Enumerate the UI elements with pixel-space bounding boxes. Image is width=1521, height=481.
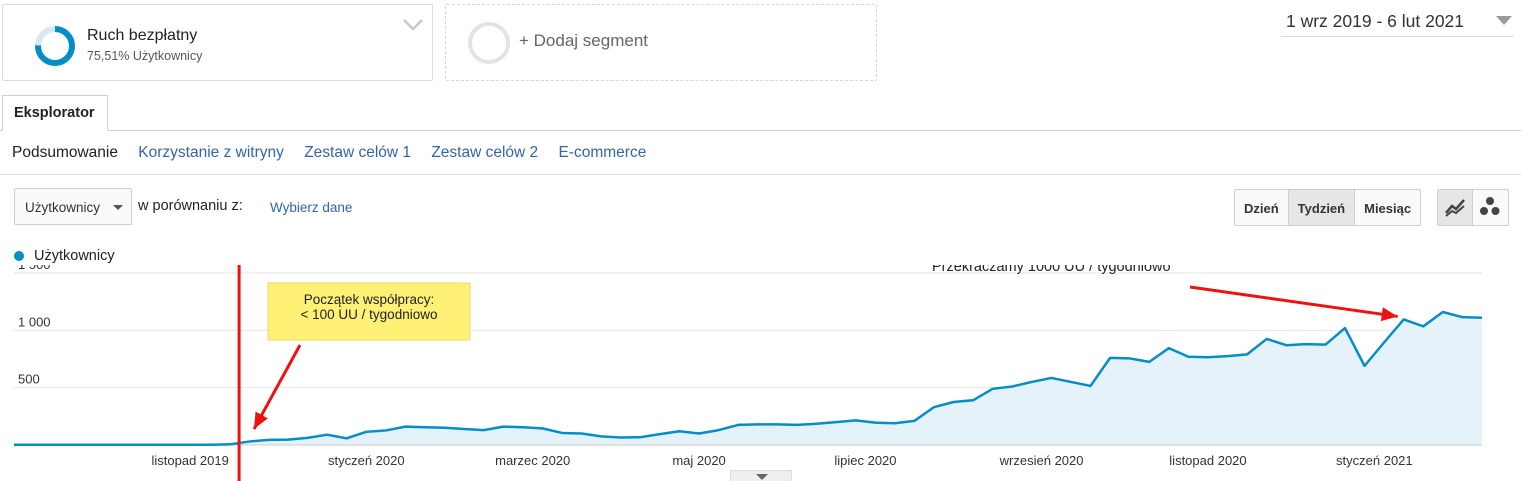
x-tick-label: maj 2020 [672,453,725,468]
compare-label: w porównaniu z: [138,198,243,214]
motion-chart-view-button[interactable] [1473,190,1508,225]
metric-select[interactable]: Użytkownicy [14,188,132,225]
x-tick-label: listopad 2020 [1169,453,1246,468]
choose-data-link[interactable]: Wybierz dane [270,200,353,215]
chart-view-toggle [1437,189,1509,226]
subnav-goal-set-1[interactable]: Zestaw celów 1 [304,144,412,161]
x-tick-label: styczeń 2021 [1336,453,1413,468]
chart-legend: Użytkownicy [14,248,115,264]
date-range-text: 1 wrz 2019 - 6 lut 2021 [1286,11,1465,31]
caret-down-icon [113,205,123,210]
empty-segment-ring-icon [468,22,510,64]
date-range-picker[interactable]: 1 wrz 2019 - 6 lut 2021 [1281,4,1514,37]
start-annotation-box [267,282,471,341]
caret-down-icon [756,474,768,480]
y-tick-label: 1 500 [18,265,51,272]
milestone-annotation-text: Przekraczamy 1000 UU / tygodniowo [932,265,1171,275]
segment-share-ring-icon [35,26,75,66]
report-subnav: Podsumowanie Korzystanie z witryny Zesta… [12,144,662,164]
line-chart-view-button[interactable] [1438,190,1473,225]
segment-name: Ruch bezpłatny [87,27,198,44]
metric-select-value: Użytkownicy [25,200,101,215]
period-week-button[interactable]: Tydzień [1288,190,1356,225]
subnav-summary[interactable]: Podsumowanie [12,144,118,161]
series-line[interactable] [14,310,1483,447]
legend-series-label: Użytkownicy [34,248,115,264]
x-tick-label: wrzesień 2020 [999,453,1084,468]
period-toggle: Dzień Tydzień Miesiąc [1234,189,1422,226]
subnav-site-usage[interactable]: Korzystanie z witryny [138,144,284,161]
subnav-ecommerce[interactable]: E-commerce [558,144,647,161]
segment-card-active[interactable]: Ruch bezpłatny 75,51% Użytkownicy [2,4,433,81]
y-tick-label: 1 000 [18,314,51,329]
legend-swatch [14,251,24,261]
x-tick-label: marzec 2020 [495,453,570,468]
chart-expand-handle[interactable] [730,470,792,481]
add-segment-label: + Dodaj segment [519,31,648,50]
line-chart-icon [1445,199,1465,217]
subnav-divider [0,174,1521,175]
milestone-arrow-shaft [1189,285,1398,318]
users-line-chart[interactable]: 1 500 1 000 500 listopad 2019 styczeń 2020 ma… [0,265,1521,481]
start-arrow-head [254,411,268,429]
chevron-down-icon[interactable] [402,17,424,33]
x-tick-label: lipiec 2020 [834,453,896,468]
y-tick-label: 500 [18,372,40,387]
x-tick-label: listopad 2019 [151,453,228,468]
period-month-button[interactable]: Miesiąc [1355,190,1421,225]
start-annotation-line1: Początek współpracy: [304,292,435,307]
subnav-goal-set-2[interactable]: Zestaw celów 2 [431,144,539,161]
milestone-arrow-head [1380,307,1398,322]
period-day-button[interactable]: Dzień [1235,190,1289,225]
series-area-fill [14,311,1482,445]
x-tick-label: styczeń 2020 [328,453,405,468]
tab-explorer[interactable]: Eksplorator [2,95,108,131]
tab-divider [0,130,1521,131]
add-segment-button[interactable]: + Dodaj segment [445,4,877,81]
start-annotation-line2: < 100 UU / tygodniowo [301,307,438,322]
caret-down-icon [1496,16,1512,25]
motion-chart-icon [1480,197,1500,215]
segment-share: 75,51% Użytkownicy [87,49,203,63]
